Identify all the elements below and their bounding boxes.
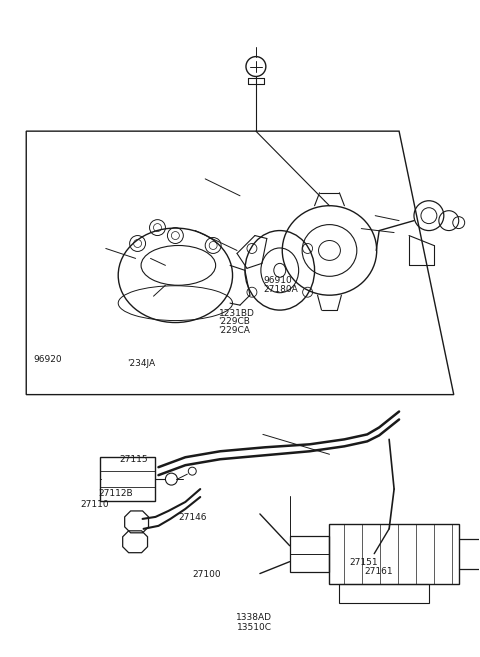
Text: 96920: 96920 [34, 355, 62, 365]
Bar [100, 457, 156, 501]
Text: 1231BD: 1231BD [218, 309, 254, 318]
Text: '229CB: '229CB [218, 317, 251, 327]
Bar [339, 583, 429, 603]
Bar [329, 524, 459, 583]
Text: 27110: 27110 [80, 501, 109, 509]
Text: 13510C: 13510C [237, 623, 272, 632]
Text: 1338AD: 1338AD [236, 614, 272, 622]
Text: 96910: 96910 [263, 277, 292, 285]
Text: 27180A: 27180A [263, 284, 298, 294]
Text: 27151: 27151 [350, 558, 378, 567]
Text: 27146: 27146 [178, 513, 206, 522]
Text: 27161: 27161 [364, 567, 393, 576]
Text: 27115: 27115 [120, 455, 148, 464]
Text: '229CA: '229CA [218, 326, 251, 335]
Text: 27112B: 27112B [98, 489, 133, 497]
Bar [290, 536, 329, 572]
Text: 27100: 27100 [192, 570, 221, 579]
Text: '234JA: '234JA [127, 359, 155, 368]
